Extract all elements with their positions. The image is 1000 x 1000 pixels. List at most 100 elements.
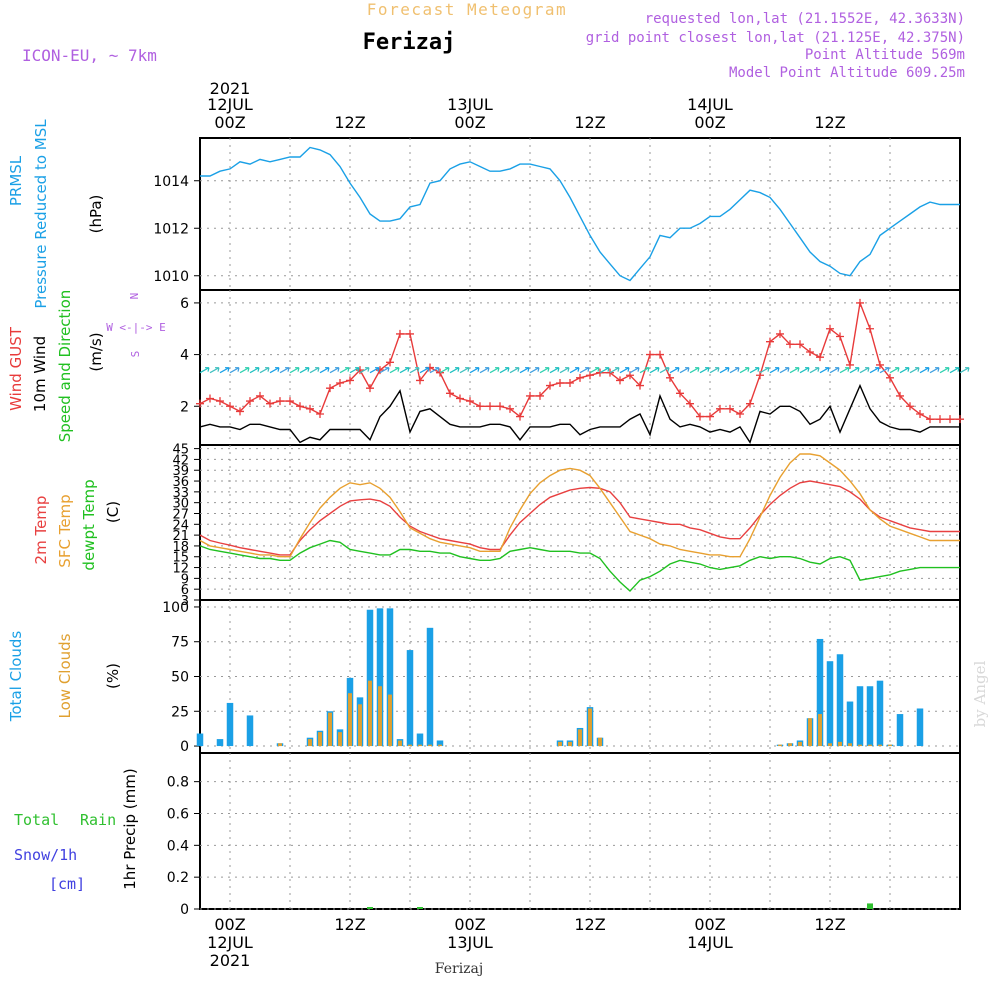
panel-frame — [199, 752, 961, 910]
series-line-prmsl — [200, 146, 960, 282]
wind-dir-arrow — [799, 367, 810, 374]
wind-dir-arrow — [699, 367, 710, 374]
gust-marker — [526, 391, 534, 400]
gust-marker — [606, 368, 614, 377]
top-date-label: 13JUL — [447, 95, 493, 114]
top-date-label: 14JUL — [687, 95, 733, 114]
gust-marker — [226, 402, 234, 411]
wind-dir-arrow — [509, 367, 520, 374]
total-cloud-bar — [426, 627, 434, 747]
gust-marker — [326, 384, 334, 393]
gust-marker — [216, 397, 224, 406]
low-cloud-bar — [888, 744, 892, 747]
gust-marker — [866, 324, 874, 333]
series-line-wind-gust — [199, 300, 960, 420]
gust-marker — [906, 402, 914, 411]
top-hour-label: 12Z — [574, 113, 605, 132]
gust-marker — [766, 337, 774, 346]
wind-dir-arrow — [719, 367, 730, 374]
wind-dir-arrow — [389, 367, 400, 374]
gust-marker — [466, 397, 474, 406]
sfc-label: SFC Temp — [56, 494, 74, 567]
total-cloud-bar — [226, 702, 234, 747]
series-line-10m-wind — [199, 383, 960, 445]
temp-unit-label: (C) — [104, 501, 122, 523]
gust-label: Wind GUST — [7, 326, 25, 411]
prmsl-long-label: Pressure Reduced to MSL — [32, 119, 50, 309]
low-cloud-bar — [378, 686, 382, 747]
y-tick-label: 2 — [180, 399, 189, 415]
panel-frame — [199, 137, 961, 291]
rain-bar — [417, 907, 423, 909]
compass-row: W <-|-> E — [106, 321, 166, 334]
low-cloud-bar — [808, 718, 812, 747]
y-tick-label: 21 — [172, 529, 189, 544]
prmsl-label: PRMSL — [7, 155, 25, 206]
low-cloud-bar — [588, 708, 592, 747]
y-tick-label: 1012 — [153, 221, 189, 237]
gust-marker — [856, 298, 864, 307]
wind-dir-arrow — [879, 367, 890, 374]
wind-unit-label: (m/s) — [87, 332, 105, 371]
wind-dir-arrow — [279, 367, 290, 374]
total-cloud-bar — [406, 650, 414, 747]
gust-marker — [446, 389, 454, 398]
low-cloud-bar — [788, 743, 792, 747]
gust-marker — [836, 332, 844, 341]
y-tick-label: 9 — [181, 572, 189, 587]
precip-unit-label: 1hr Precip (mm) — [121, 768, 139, 889]
gust-marker — [516, 412, 524, 421]
gust-marker — [746, 399, 754, 408]
wind-dir-arrow — [269, 367, 280, 374]
low-cloud-bar — [838, 741, 842, 747]
wind-dir-arrow — [809, 367, 820, 374]
wind-dir-arrow — [359, 367, 370, 374]
wind-dir-arrow — [469, 367, 480, 374]
wind-dir-arrow — [449, 367, 460, 374]
top-hour-label: 12Z — [814, 113, 845, 132]
wind-dir-arrow — [459, 367, 470, 374]
gust-marker — [556, 379, 564, 387]
gust-marker — [796, 340, 804, 349]
location-title: Ferizaj — [363, 30, 456, 55]
total-cloud-bar — [866, 686, 874, 747]
gust-marker — [806, 348, 814, 356]
low-cloud-bar — [398, 740, 402, 747]
total-cloud-bar — [386, 608, 394, 747]
total-cloud-bar — [366, 609, 374, 747]
low-cloud-bar — [328, 712, 332, 747]
credit-watermark: by Angel — [971, 660, 989, 727]
gust-marker — [686, 399, 694, 408]
low-cloud-bar — [858, 744, 862, 747]
y-tick-label: 39 — [172, 464, 189, 479]
wind-dir-arrow — [739, 367, 750, 374]
low-cloud-bar — [598, 737, 602, 747]
wind-dir-arrow — [949, 367, 960, 374]
point-altitude: Point Altitude 569m — [805, 47, 965, 63]
low-cloud-bar — [408, 744, 412, 747]
gust-marker — [786, 340, 794, 349]
cloud-labels: Total Clouds Low Clouds (%) — [7, 631, 122, 723]
y-tick-label: 15 — [172, 551, 189, 566]
series-line-2m-temp — [199, 480, 960, 556]
gust-marker — [646, 350, 654, 359]
gust-marker — [236, 407, 244, 416]
wind-dir-arrow — [919, 367, 930, 374]
wind-dir-arrow — [349, 367, 360, 374]
wind-dir-arrow — [419, 367, 430, 374]
gust-marker — [636, 381, 644, 390]
wind-dir-arrow — [779, 367, 790, 374]
gust-marker — [846, 360, 854, 369]
low-cloud-bar — [338, 732, 342, 747]
wind-dir-arrow — [539, 367, 550, 374]
wind-dir-arrow — [379, 367, 390, 374]
wind-dir-arrow — [309, 367, 320, 374]
wind-dir-arrow — [709, 367, 720, 374]
wind-dir-arrow — [399, 367, 410, 374]
wind-dir-arrow — [909, 367, 920, 374]
wind-dir-arrow — [819, 367, 830, 374]
low-cloud-bar — [348, 693, 352, 747]
wind-dir-arrow — [759, 367, 770, 374]
top-year-label: 2021 — [210, 79, 251, 98]
